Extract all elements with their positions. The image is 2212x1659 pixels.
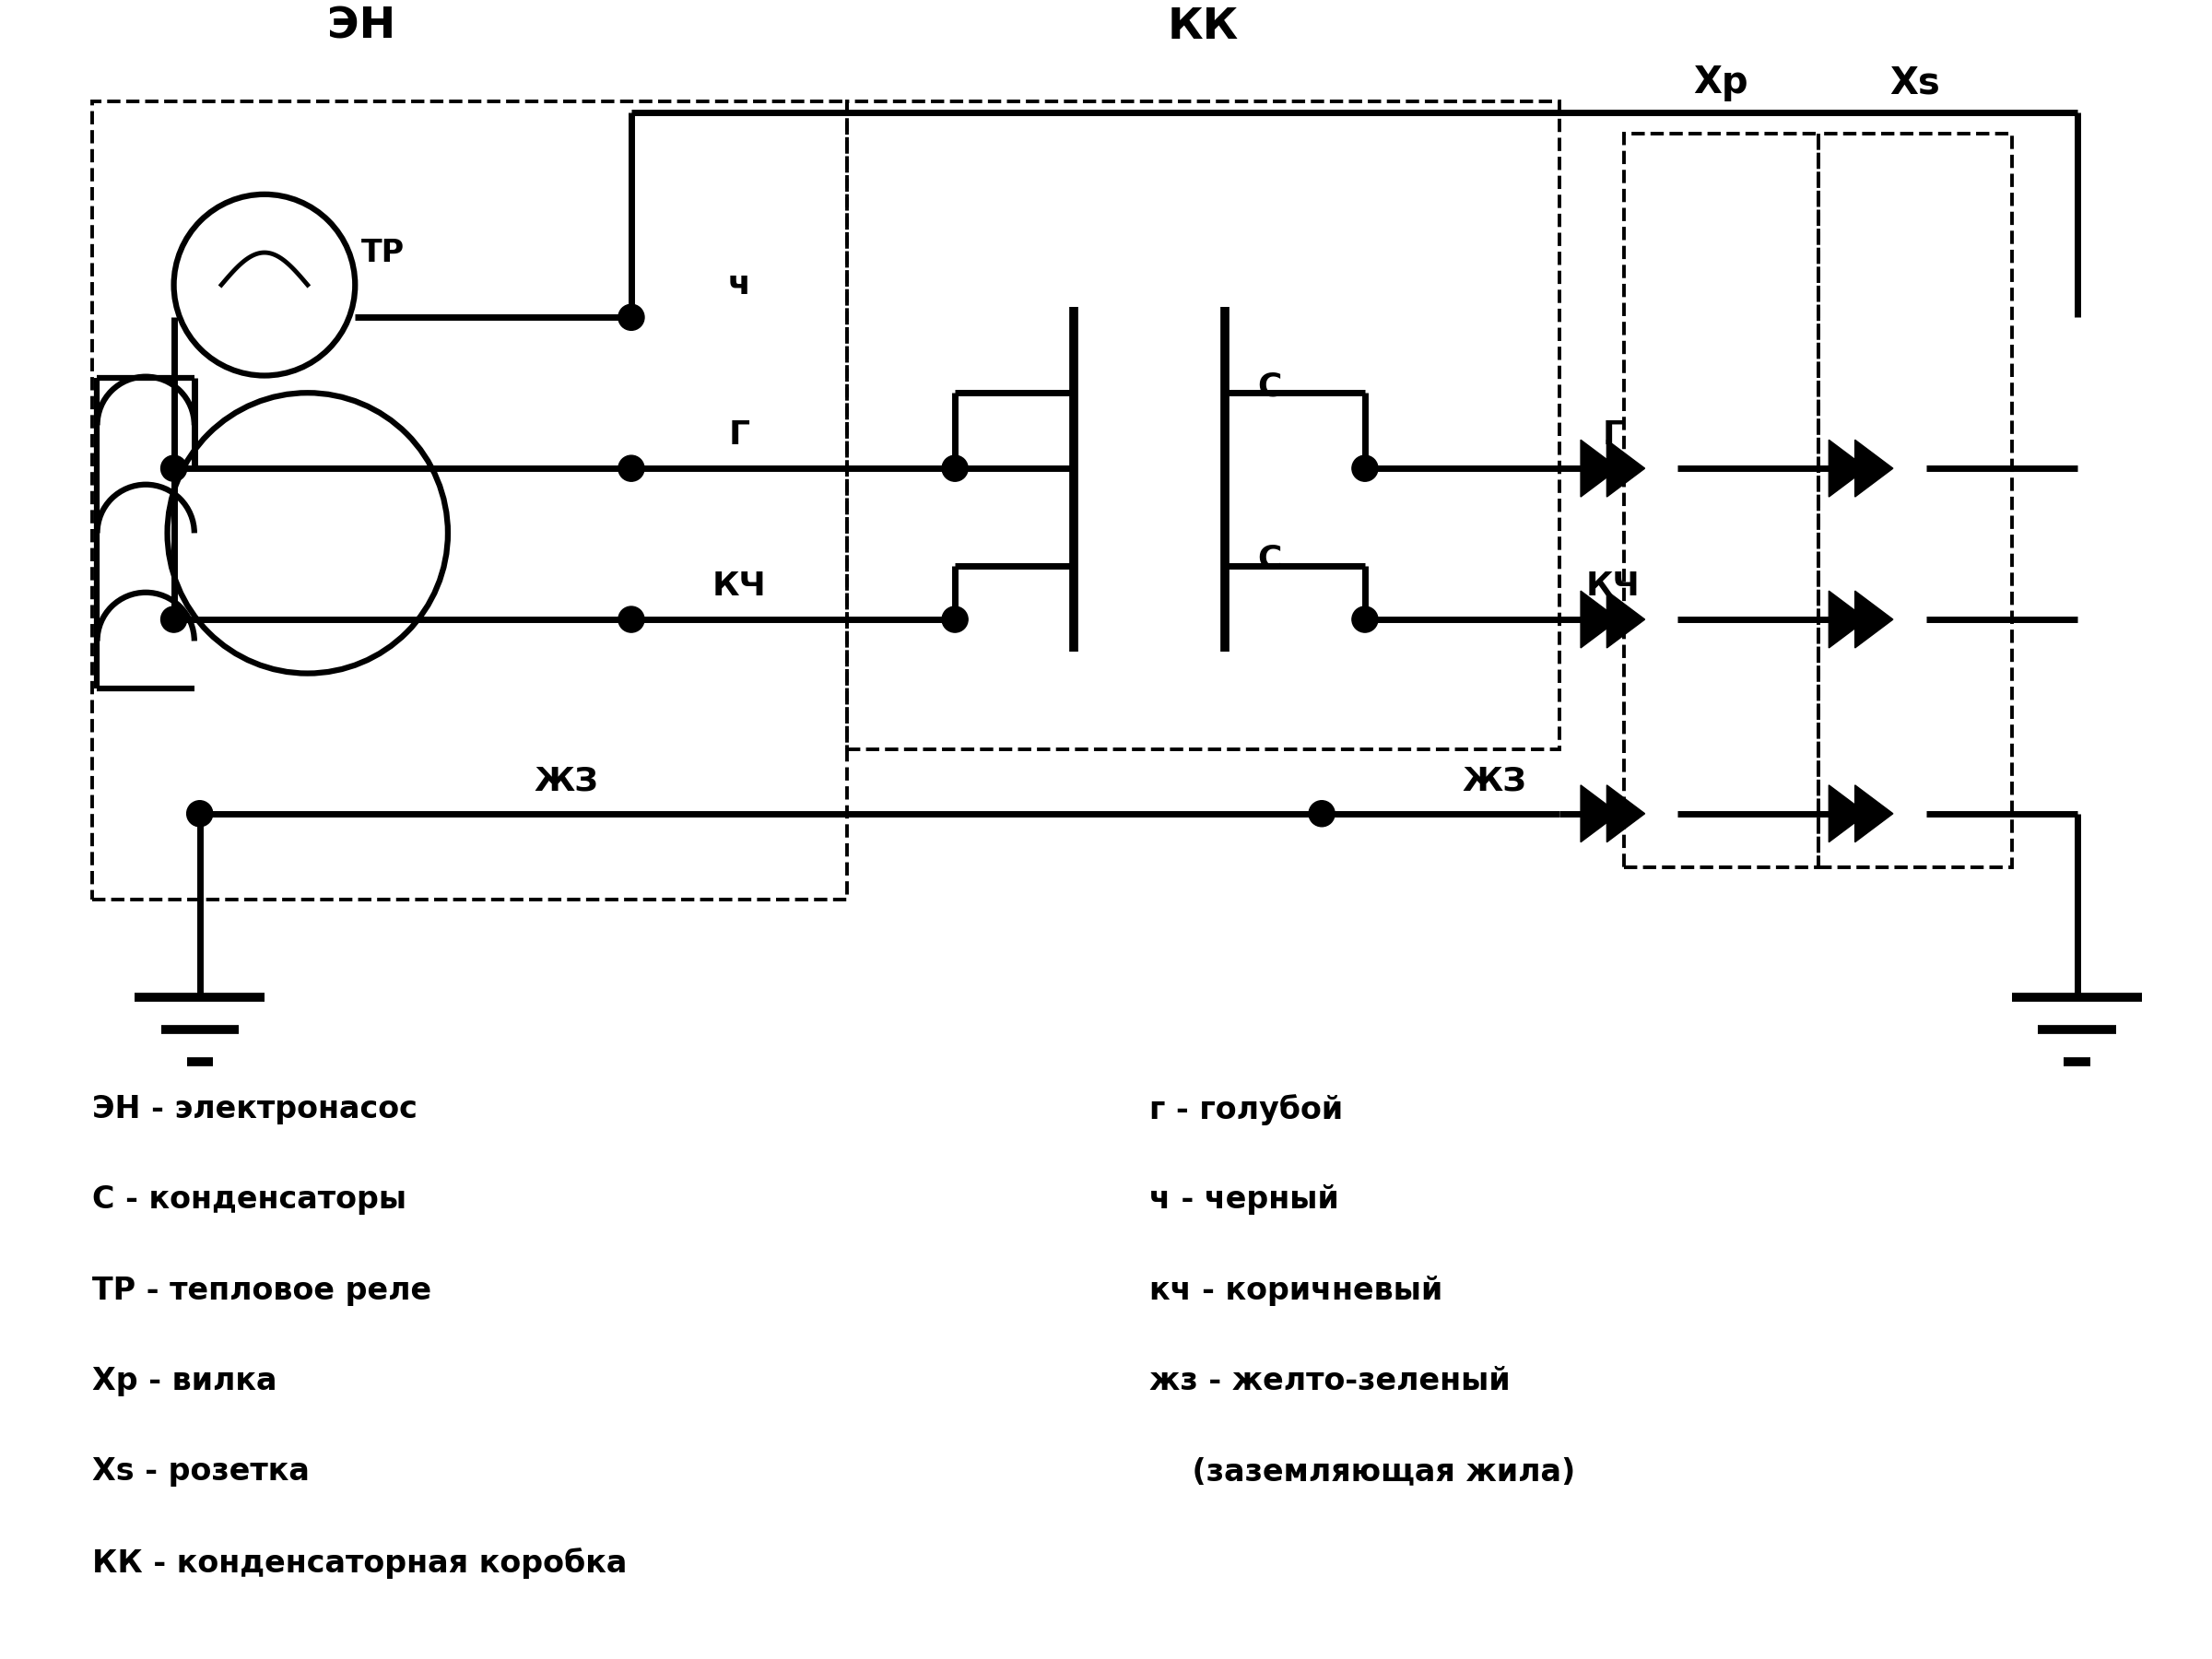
Polygon shape bbox=[1606, 591, 1646, 649]
Polygon shape bbox=[1856, 785, 1893, 843]
Text: КЧ: КЧ bbox=[1586, 571, 1639, 602]
Circle shape bbox=[186, 801, 212, 826]
Circle shape bbox=[161, 456, 186, 481]
Text: Г: Г bbox=[728, 420, 750, 451]
Circle shape bbox=[161, 607, 186, 632]
Circle shape bbox=[942, 456, 969, 481]
Polygon shape bbox=[1829, 440, 1867, 496]
Text: ЭН - электронасос: ЭН - электронасос bbox=[93, 1095, 418, 1125]
Text: Xs: Xs bbox=[1889, 65, 1940, 101]
Circle shape bbox=[619, 607, 644, 632]
Circle shape bbox=[1352, 607, 1378, 632]
Text: Хр - вилка: Хр - вилка bbox=[93, 1365, 276, 1397]
Text: КК - конденсаторная коробка: КК - конденсаторная коробка bbox=[93, 1548, 626, 1578]
Text: Г: Г bbox=[1601, 420, 1624, 451]
Text: КК: КК bbox=[1168, 7, 1239, 48]
Circle shape bbox=[619, 456, 644, 481]
Text: г - голубой: г - голубой bbox=[1150, 1095, 1343, 1125]
Bar bbox=[847, 101, 1559, 748]
Polygon shape bbox=[1829, 591, 1867, 649]
Text: ЖЗ: ЖЗ bbox=[535, 765, 599, 796]
Polygon shape bbox=[1606, 440, 1646, 496]
Text: С: С bbox=[1256, 370, 1281, 401]
Polygon shape bbox=[1856, 591, 1893, 649]
Bar bbox=[1624, 134, 1818, 868]
Polygon shape bbox=[1606, 785, 1646, 843]
Text: ч - черный: ч - черный bbox=[1150, 1185, 1338, 1214]
Text: жз - желто-зеленый: жз - желто-зеленый bbox=[1150, 1365, 1511, 1397]
Text: ЭН: ЭН bbox=[327, 7, 396, 48]
Polygon shape bbox=[1856, 440, 1893, 496]
Text: С - конденсаторы: С - конденсаторы bbox=[93, 1185, 407, 1214]
Polygon shape bbox=[1582, 591, 1619, 649]
Text: (заземляющая жила): (заземляющая жила) bbox=[1150, 1457, 1575, 1486]
Text: С: С bbox=[1256, 542, 1281, 574]
Text: ч: ч bbox=[728, 269, 750, 300]
Text: Хр: Хр bbox=[1694, 65, 1747, 101]
Text: КЧ: КЧ bbox=[712, 571, 765, 602]
Circle shape bbox=[1352, 456, 1378, 481]
Polygon shape bbox=[1829, 785, 1867, 843]
Text: ЖЗ: ЖЗ bbox=[1462, 765, 1526, 796]
Bar bbox=[93, 101, 847, 899]
Text: кч - коричневый: кч - коричневый bbox=[1150, 1276, 1442, 1306]
Circle shape bbox=[619, 304, 644, 330]
Text: Xs - розетка: Xs - розетка bbox=[93, 1457, 310, 1486]
Circle shape bbox=[1310, 801, 1334, 826]
Polygon shape bbox=[1582, 785, 1619, 843]
Polygon shape bbox=[1582, 440, 1619, 496]
Text: ТР: ТР bbox=[361, 237, 405, 267]
Text: ТР - тепловое реле: ТР - тепловое реле bbox=[93, 1276, 431, 1306]
Circle shape bbox=[942, 607, 969, 632]
Bar bbox=[1818, 134, 2013, 868]
